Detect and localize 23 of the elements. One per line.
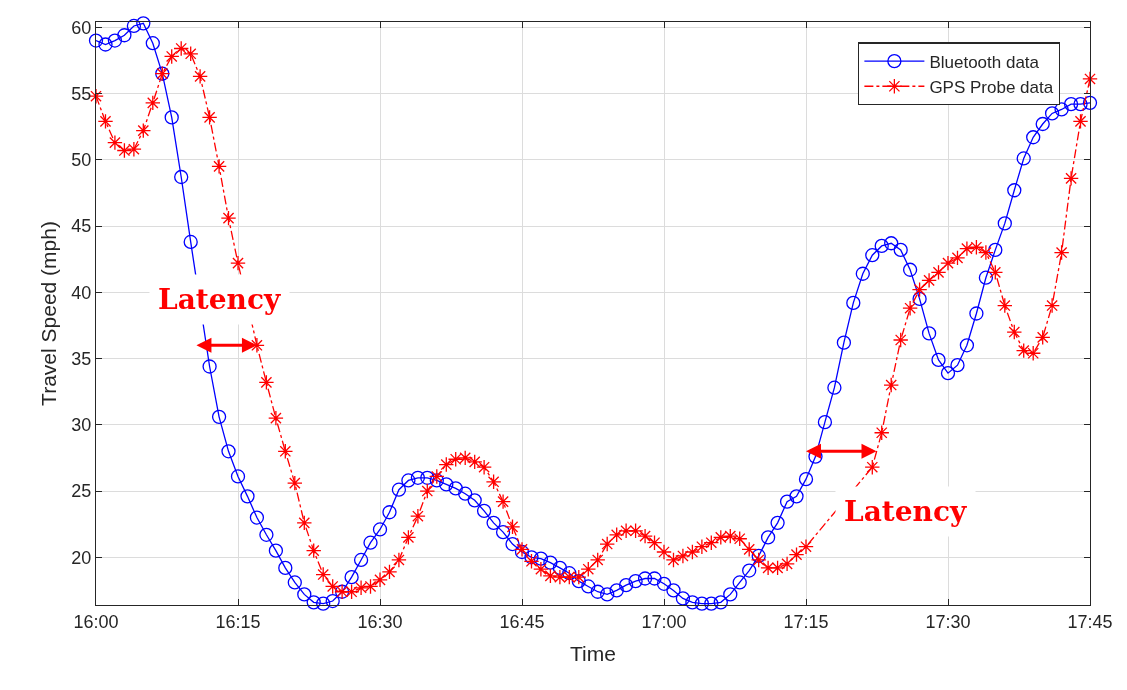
y-tick-label: 30 (71, 415, 92, 436)
y-tick-label: 25 (71, 481, 92, 502)
x-tick-label: 17:45 (1067, 611, 1113, 632)
x-tick-label: 16:00 (73, 611, 119, 632)
y-tick-label: 60 (71, 17, 92, 38)
y-tick-label: 45 (71, 216, 92, 237)
y-tick-label: 35 (71, 348, 92, 369)
annotation: Latency (158, 283, 281, 316)
y-tick-label: 55 (71, 83, 92, 104)
y-tick-label: 50 (71, 150, 92, 171)
x-tick-label: 17:30 (925, 611, 971, 632)
y-tick-label: 20 (71, 547, 92, 568)
y-tick-label: 40 (71, 282, 92, 303)
x-tick-label: 16:45 (499, 611, 545, 632)
annotation: Latency (844, 495, 967, 528)
x-tick-label: 16:30 (357, 611, 403, 632)
legend-label: GPS Probe data (929, 77, 1054, 97)
legend-label: Bluetooth data (929, 52, 1040, 72)
x-axis-title: Time (570, 641, 616, 665)
x-tick-label: 16:15 (215, 611, 261, 632)
x-tick-label: 17:00 (641, 611, 687, 632)
x-tick-label: 17:15 (783, 611, 829, 632)
y-axis-title: Travel Speed (mph) (37, 221, 61, 406)
